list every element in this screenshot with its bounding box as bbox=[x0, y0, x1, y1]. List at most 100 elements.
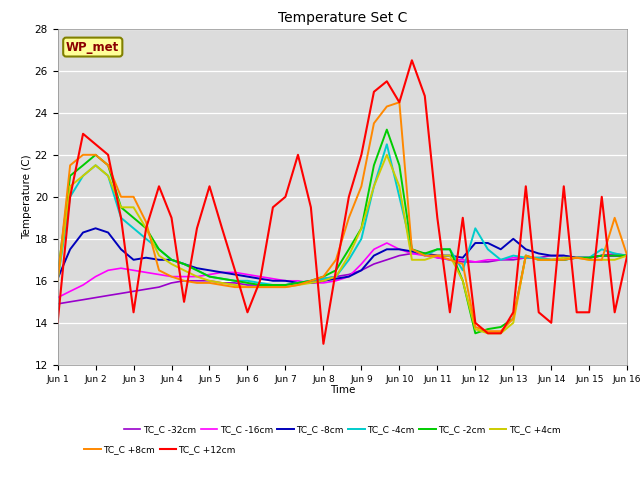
TC_C -4cm bbox=[370, 183, 378, 189]
TC_C -32cm bbox=[67, 299, 74, 305]
TC_C -16cm bbox=[130, 267, 138, 273]
TC_C -4cm bbox=[54, 278, 61, 284]
Y-axis label: Temperature (C): Temperature (C) bbox=[22, 155, 32, 239]
TC_C -8cm bbox=[319, 278, 327, 284]
TC_C -32cm bbox=[218, 280, 226, 286]
TC_C -16cm bbox=[433, 255, 441, 261]
TC_C -2cm bbox=[79, 162, 87, 168]
TC_C -8cm bbox=[408, 249, 416, 254]
TC_C +12cm bbox=[269, 204, 276, 210]
TC_C -8cm bbox=[307, 280, 315, 286]
Legend: TC_C +8cm, TC_C +12cm: TC_C +8cm, TC_C +12cm bbox=[81, 442, 239, 458]
TC_C +12cm bbox=[408, 58, 416, 63]
TC_C -2cm bbox=[623, 252, 631, 258]
Line: TC_C -4cm: TC_C -4cm bbox=[58, 144, 627, 285]
TC_C +12cm bbox=[319, 341, 327, 347]
TC_C -4cm bbox=[218, 276, 226, 282]
TC_C -16cm bbox=[472, 259, 479, 265]
TC_C -4cm bbox=[104, 173, 112, 179]
TC_C +8cm bbox=[497, 328, 504, 334]
TC_C +8cm bbox=[484, 328, 492, 334]
TC_C +8cm bbox=[79, 152, 87, 157]
TC_C +4cm bbox=[433, 252, 441, 258]
TC_C -2cm bbox=[155, 246, 163, 252]
TC_C +12cm bbox=[535, 310, 543, 315]
TC_C -8cm bbox=[168, 257, 175, 263]
TC_C -16cm bbox=[79, 282, 87, 288]
TC_C -16cm bbox=[535, 255, 543, 261]
TC_C -8cm bbox=[67, 246, 74, 252]
TC_C -8cm bbox=[205, 267, 213, 273]
TC_C +4cm bbox=[586, 257, 593, 263]
TC_C -16cm bbox=[104, 267, 112, 273]
Line: TC_C -8cm: TC_C -8cm bbox=[58, 228, 627, 283]
TC_C +4cm bbox=[459, 278, 467, 284]
TC_C +8cm bbox=[623, 252, 631, 258]
TC_C -2cm bbox=[433, 246, 441, 252]
TC_C -4cm bbox=[383, 142, 390, 147]
TC_C -2cm bbox=[269, 282, 276, 288]
TC_C -8cm bbox=[484, 240, 492, 246]
TC_C -2cm bbox=[611, 252, 618, 258]
TC_C -4cm bbox=[231, 278, 239, 284]
TC_C -32cm bbox=[446, 257, 454, 263]
TC_C -32cm bbox=[294, 280, 302, 286]
TC_C +8cm bbox=[535, 257, 543, 263]
TC_C -16cm bbox=[446, 257, 454, 263]
TC_C -32cm bbox=[130, 288, 138, 294]
TC_C -2cm bbox=[54, 274, 61, 279]
TC_C +8cm bbox=[472, 324, 479, 330]
TC_C +8cm bbox=[168, 274, 175, 279]
TC_C -8cm bbox=[130, 257, 138, 263]
TC_C +4cm bbox=[307, 280, 315, 286]
TC_C -16cm bbox=[180, 274, 188, 279]
TC_C -16cm bbox=[142, 270, 150, 276]
TC_C -32cm bbox=[433, 255, 441, 261]
TC_C -32cm bbox=[79, 297, 87, 302]
TC_C -4cm bbox=[92, 162, 99, 168]
TC_C -32cm bbox=[92, 295, 99, 300]
TC_C -16cm bbox=[256, 274, 264, 279]
TC_C -4cm bbox=[142, 236, 150, 242]
TC_C -2cm bbox=[560, 257, 568, 263]
TC_C +4cm bbox=[383, 152, 390, 157]
TC_C -32cm bbox=[269, 282, 276, 288]
TC_C -4cm bbox=[509, 252, 517, 258]
TC_C -8cm bbox=[244, 274, 252, 279]
TC_C -32cm bbox=[459, 259, 467, 265]
TC_C +12cm bbox=[307, 204, 315, 210]
TC_C -16cm bbox=[117, 265, 125, 271]
TC_C -2cm bbox=[370, 162, 378, 168]
TC_C -2cm bbox=[332, 267, 340, 273]
TC_C -2cm bbox=[358, 226, 365, 231]
TC_C -2cm bbox=[180, 261, 188, 267]
TC_C +12cm bbox=[598, 194, 605, 200]
TC_C -16cm bbox=[497, 257, 504, 263]
TC_C -8cm bbox=[79, 229, 87, 235]
TC_C -4cm bbox=[180, 261, 188, 267]
TC_C +8cm bbox=[547, 257, 555, 263]
TC_C -4cm bbox=[205, 274, 213, 279]
TC_C -32cm bbox=[573, 255, 580, 261]
TC_C +4cm bbox=[205, 278, 213, 284]
TC_C -8cm bbox=[433, 252, 441, 258]
TC_C +8cm bbox=[522, 252, 530, 258]
TC_C -16cm bbox=[547, 257, 555, 263]
TC_C -8cm bbox=[142, 255, 150, 261]
TC_C +12cm bbox=[142, 226, 150, 231]
TC_C -32cm bbox=[472, 259, 479, 265]
TC_C -4cm bbox=[560, 257, 568, 263]
TC_C +12cm bbox=[522, 183, 530, 189]
TC_C -4cm bbox=[155, 246, 163, 252]
TC_C -16cm bbox=[522, 255, 530, 261]
TC_C +8cm bbox=[205, 280, 213, 286]
TC_C +4cm bbox=[358, 226, 365, 231]
TC_C +4cm bbox=[611, 257, 618, 263]
TC_C -16cm bbox=[218, 270, 226, 276]
TC_C +12cm bbox=[244, 310, 252, 315]
TC_C -8cm bbox=[535, 251, 543, 256]
TC_C +12cm bbox=[205, 183, 213, 189]
TC_C +4cm bbox=[522, 252, 530, 258]
TC_C +8cm bbox=[67, 162, 74, 168]
TC_C -4cm bbox=[168, 257, 175, 263]
